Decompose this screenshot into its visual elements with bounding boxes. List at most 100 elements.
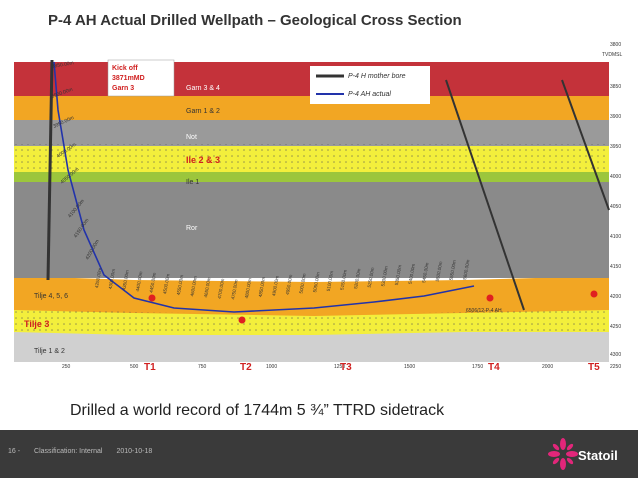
md-label: 4800.00m — [244, 278, 253, 299]
md-labels-horizontal: 4250.00m 4300.00m 4350.00m 4400.00m 4450.00m… — [94, 259, 471, 300]
kickoff-line-2: 3871mMD — [112, 75, 145, 82]
md-label: 5500.00m — [435, 261, 444, 282]
footer-text: 16 - Classification: Internal 2010-10-18 — [8, 448, 164, 455]
md-label: 4900.00m — [271, 275, 280, 296]
md-label: 4450.00m — [149, 272, 158, 293]
legend-label: P-4 AH actual — [348, 91, 391, 98]
statoil-star-icon — [548, 438, 578, 470]
target-label-t2: T2 — [240, 362, 252, 370]
x-tick: 1500 — [404, 364, 415, 370]
x-tick: 250 — [62, 364, 71, 370]
layer-not — [14, 118, 609, 146]
layer-garn-1-2 — [14, 94, 609, 120]
md-label: 4600.00m — [189, 276, 198, 297]
footer-date: 2010-10-18 — [116, 448, 153, 455]
x-tick: 2250 — [610, 364, 621, 370]
fault-line-2 — [561, 79, 610, 211]
target-dot-t1 — [148, 294, 156, 302]
well-end-label: 6506/12-P-4 AH — [466, 308, 502, 314]
formation-label: Tilje 1 & 2 — [34, 348, 65, 355]
md-label: 5350.00m — [394, 264, 403, 285]
tilje-3-dots — [14, 308, 609, 335]
slide-caption: Drilled a world record of 1744m 5 ¾” TTR… — [70, 402, 445, 419]
depth-scale-strip — [609, 40, 626, 370]
depth-tick: 4300 — [610, 352, 621, 358]
md-label: 4500.00m — [162, 273, 171, 294]
formation-label: Garn 1 & 2 — [186, 108, 220, 115]
target-dot-t5 — [590, 290, 598, 298]
legend-label: P-4 H mother bore — [348, 73, 406, 80]
md-label: 5550.00m — [448, 260, 457, 281]
fault-line-1 — [445, 79, 525, 311]
target-label-t3: T3 — [340, 362, 352, 370]
x-tick: 500 — [130, 364, 139, 370]
formation-label: Garn 3 & 4 — [186, 85, 220, 92]
layer-ile-1 — [14, 170, 609, 182]
x-tick: 1250 — [334, 364, 345, 370]
ile-dots — [14, 144, 609, 172]
statoil-logo: Statoil — [548, 436, 628, 472]
kickoff-line-1: Kick off — [112, 65, 138, 72]
classification-label: Classification: Internal — [34, 448, 103, 455]
x-tick: 2000 — [542, 364, 553, 370]
md-label: 4400.00m — [135, 271, 144, 292]
x-tick: 1750 — [472, 364, 483, 370]
depth-tick: 4100 — [610, 234, 621, 240]
layer-ror — [14, 180, 609, 278]
layer-tilje-1-2 — [14, 330, 609, 362]
md-label: 5050.00m — [312, 272, 321, 293]
formation-label: Ile 2 & 3 — [186, 155, 220, 165]
formation-label: Ror — [186, 225, 198, 232]
target-label-t1: T1 — [144, 362, 156, 370]
depth-tick: 4200 — [610, 294, 621, 300]
md-label: 5400.00m — [408, 263, 417, 284]
target-dot-t2 — [238, 316, 246, 324]
slide-title: P-4 AH Actual Drilled Wellpath – Geologi… — [48, 12, 462, 29]
md-label: 5000.00m — [298, 273, 307, 294]
depth-ticks: 3800 3850 3900 3950 4000 4050 4100 4150 … — [610, 42, 621, 358]
md-label: 5100.00m — [326, 270, 335, 291]
md-label: 5250.00m — [367, 267, 376, 288]
md-label: 4350.00m — [121, 270, 130, 291]
depth-tick: 3850 — [610, 84, 621, 90]
target-labels: T1 T2 T3 T4 T5 — [144, 362, 600, 370]
mother-bore-line — [46, 59, 54, 281]
x-axis-strip — [14, 362, 626, 370]
md-label: 4300.00m — [108, 268, 117, 289]
depth-tick: 4250 — [610, 324, 621, 330]
kickoff-line-3: Garn 3 — [112, 85, 134, 92]
target-label-t5: T5 — [588, 362, 600, 370]
formation-label: Tilje 4, 5, 6 — [34, 293, 68, 300]
page-number: 16 - — [8, 448, 21, 455]
md-label: 4250.00m — [94, 267, 103, 288]
md-label: 4650.00m — [203, 277, 212, 298]
depth-tick: 4050 — [610, 204, 621, 210]
formation-labels: Garn 3 & 4 Garn 1 & 2 Not Ile 2 & 3 Ile … — [24, 85, 220, 355]
md-label: 4950.00m — [285, 274, 294, 295]
formation-label: Not — [186, 134, 197, 141]
md-label: 4550.00m — [176, 274, 185, 295]
footer-bar: 16 - Classification: Internal 2010-10-18… — [0, 430, 638, 478]
md-label: 3850.00m — [51, 60, 74, 70]
md-label: 5150.00m — [339, 269, 348, 290]
cross-section-diagram: 3800 3850 3900 3950 4000 4050 4100 4150 … — [14, 40, 626, 370]
md-label: 5200.00m — [353, 268, 362, 289]
legend-box — [310, 66, 430, 104]
kickoff-box — [107, 59, 175, 97]
depth-tick: 4150 — [610, 264, 621, 270]
formation-label: Ile 1 — [186, 179, 199, 186]
x-tick: 1000 — [266, 364, 277, 370]
md-label: 4850.00m — [258, 276, 267, 297]
md-label: 5600.00m — [462, 259, 471, 280]
md-label: 4750.00m — [230, 279, 239, 300]
x-tick: 750 — [198, 364, 207, 370]
logo-text: Statoil — [578, 448, 618, 463]
formation-label: Tilje 3 — [24, 319, 49, 329]
depth-tick: 4000 — [610, 174, 621, 180]
depth-tick: 3950 — [610, 144, 621, 150]
depth-unit-label: TVDMSL — [602, 52, 623, 58]
depth-tick: 3900 — [610, 114, 621, 120]
depth-tick: 3800 — [610, 42, 621, 48]
actual-well-path — [53, 61, 475, 313]
md-label: 4700.00m — [217, 278, 226, 299]
